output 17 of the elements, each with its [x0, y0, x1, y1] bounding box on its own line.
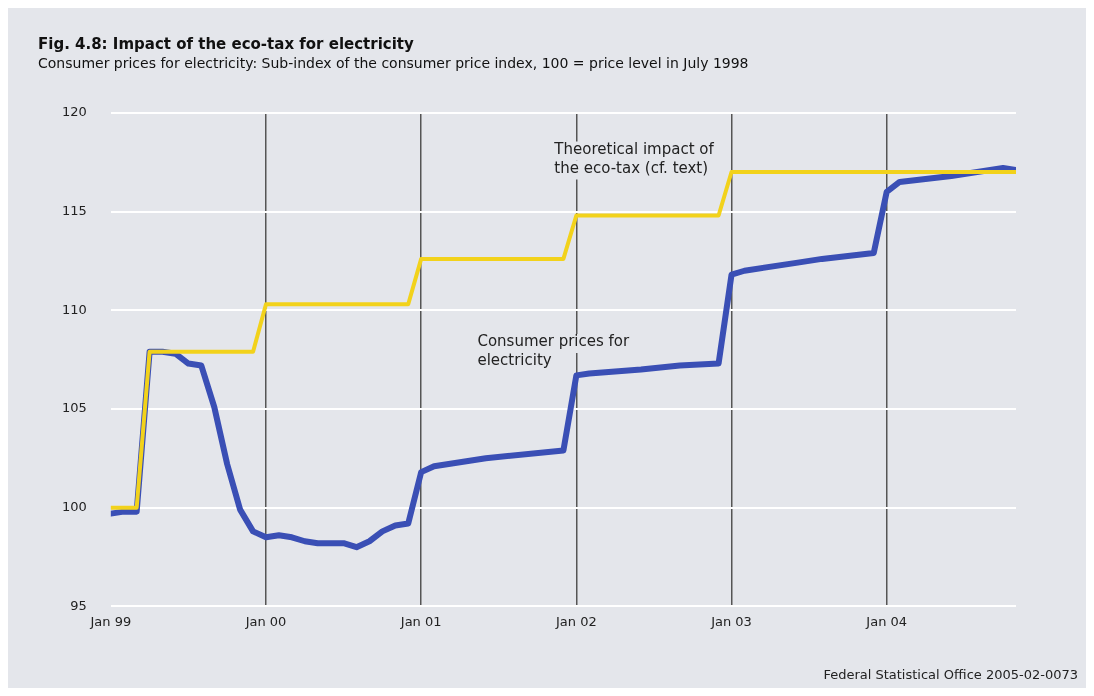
- y-tick-label: 100: [61, 499, 87, 515]
- y-tick-label: 115: [61, 202, 87, 218]
- y-tick-label: 110: [61, 301, 87, 317]
- y-tick-label: 120: [61, 104, 87, 120]
- text: Federal Statistical Office 2005-02-0073: [823, 666, 1078, 682]
- chart-title: Fig. 4.8: Impact of the eco-tax for electricity: [38, 34, 415, 53]
- series-label: Theoretical impact of the eco-tax (cf. text): [553, 139, 715, 177]
- x-tick-label: Jan 00: [244, 613, 287, 629]
- x-tick-label: Jan 02: [554, 613, 597, 629]
- y-tick-label: 95: [70, 597, 87, 613]
- x-tick-label: Jan 04: [865, 613, 908, 629]
- x-tick-label: Jan 01: [399, 613, 442, 629]
- y-tick-label: 105: [61, 400, 87, 416]
- x-tick-label: Jan 03: [710, 613, 752, 629]
- chart-subtitle: Consumer prices for electricity: Sub-index of the consumer price index, 100 = price level in July 1998: [38, 55, 749, 72]
- x-tick-label: Jan 99: [89, 613, 132, 629]
- series-label: Consumer prices for electricity: [477, 332, 631, 370]
